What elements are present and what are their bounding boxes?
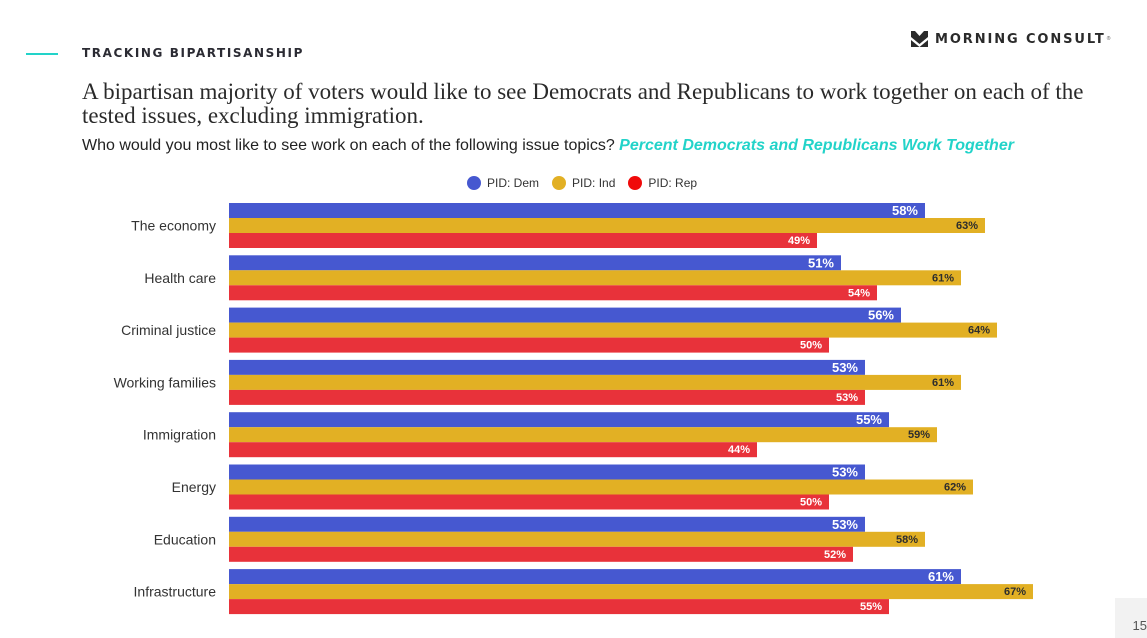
data-label: 50% (800, 340, 822, 352)
headline: A bipartisan majority of voters would li… (82, 79, 1084, 128)
section-label: TRACKING BIPARTISANSHIP (82, 46, 305, 60)
legend-item-rep: PID: Rep (628, 176, 697, 190)
data-label: 50% (800, 497, 822, 509)
data-label: 64% (968, 325, 990, 337)
data-label: 49% (788, 235, 810, 247)
data-label: 54% (848, 287, 870, 299)
logo-trademark: ® (1106, 36, 1111, 42)
data-label: 44% (728, 444, 750, 456)
category-label: Infrastructure (134, 584, 217, 600)
bar-rep (229, 233, 817, 248)
data-label: 52% (824, 549, 846, 561)
bar-dem (229, 307, 901, 323)
data-label: 62% (944, 482, 966, 494)
bar-dem (229, 359, 865, 375)
bar-rep (229, 599, 889, 615)
category-label: The economy (131, 218, 216, 234)
bar-group: Education 53% 58% 52% (154, 516, 925, 562)
bar-ind (229, 270, 961, 286)
morning-consult-logo: MORNING CONSULT ® (911, 31, 1110, 47)
bar-dem (229, 516, 865, 532)
bar-group: Criminal justice 56% 64% 50% (121, 307, 997, 353)
chart-legend: PID: Dem PID: Ind PID: Rep (467, 176, 710, 190)
category-label: Health care (144, 270, 216, 286)
bar-rep (229, 494, 829, 510)
bar-group: Immigration 55% 59% 44% (143, 412, 937, 458)
bar-ind (229, 218, 985, 233)
page-number: 15 (1115, 598, 1147, 638)
bar-dem (229, 412, 889, 428)
subtitle-question: Who would you most like to see work on e… (82, 137, 615, 154)
legend-dot-ind (552, 176, 567, 190)
data-label: 53% (832, 517, 858, 532)
legend-label-dem: PID: Dem (487, 176, 540, 190)
bar-group: Working families 53% 61% 53% (114, 359, 961, 405)
morning-consult-logo-icon (911, 31, 928, 47)
data-label: 53% (832, 465, 858, 480)
category-label: Education (154, 531, 216, 547)
bar-rep (229, 442, 757, 458)
data-label: 58% (896, 534, 918, 546)
bar-rep (229, 337, 829, 353)
legend-label-ind: PID: Ind (572, 176, 616, 190)
bar-ind (229, 322, 997, 338)
bar-ind (229, 479, 973, 495)
data-label: 61% (928, 569, 954, 584)
bar-rep (229, 546, 853, 562)
legend-item-dem: PID: Dem (467, 176, 539, 190)
subtitle: Who would you most like to see work on e… (82, 137, 1014, 155)
bar-group: Health care 51% 61% 54% (144, 255, 961, 301)
bar-dem (229, 569, 961, 585)
legend-item-ind: PID: Ind (552, 176, 615, 190)
category-label: Energy (172, 479, 216, 495)
logo-text: MORNING CONSULT (935, 31, 1106, 47)
data-label: 53% (836, 392, 858, 404)
bar-dem (229, 464, 865, 480)
data-label: 58% (892, 203, 918, 218)
data-label: 67% (1004, 586, 1026, 598)
category-label: Working families (114, 374, 216, 390)
bar-group: The economy 58% 63% 49% (131, 203, 985, 248)
data-label: 61% (932, 272, 954, 284)
data-label: 59% (908, 429, 930, 441)
data-label: 61% (932, 377, 954, 389)
bar-rep (229, 285, 877, 301)
bar-dem (229, 203, 925, 218)
legend-dot-dem (467, 176, 481, 190)
data-label: 56% (868, 308, 894, 323)
data-label: 51% (808, 255, 834, 270)
accent-line (26, 53, 58, 55)
legend-label-rep: PID: Rep (648, 176, 698, 190)
data-label: 55% (860, 601, 882, 613)
bar-rep (229, 389, 865, 405)
bar-group: Infrastructure 61% 67% 55% (134, 569, 1033, 615)
category-label: Immigration (143, 427, 216, 443)
bar-dem (229, 255, 841, 271)
bar-group: Energy 53% 62% 50% (172, 464, 973, 510)
subtitle-highlight: Percent Democrats and Republicans Work T… (619, 137, 1014, 154)
bar-ind (229, 584, 1033, 600)
bar-ind (229, 427, 937, 443)
legend-dot-rep (628, 176, 643, 190)
data-label: 63% (956, 220, 978, 232)
data-label: 55% (856, 412, 882, 427)
bar-ind (229, 374, 961, 390)
data-label: 53% (832, 360, 858, 375)
category-label: Criminal justice (121, 322, 216, 338)
bar-ind (229, 531, 925, 547)
